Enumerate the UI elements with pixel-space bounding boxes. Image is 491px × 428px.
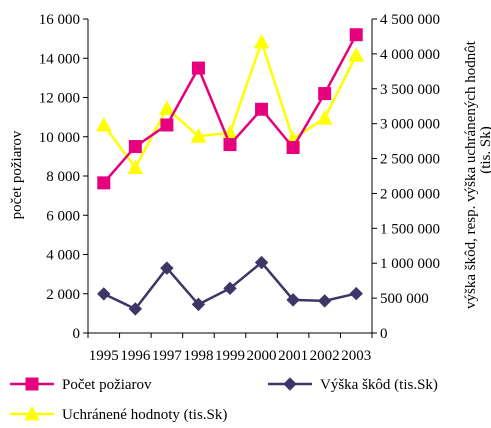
left-tick-label: 4 000 — [46, 248, 80, 264]
data-point — [128, 140, 142, 154]
data-point — [160, 118, 174, 132]
left-tick-label: 2 000 — [46, 287, 80, 303]
left-tick-label: 10 000 — [39, 130, 80, 146]
x-tick-label: 2001 — [278, 348, 308, 364]
right-tick-label: 4 000 000 — [380, 47, 440, 63]
x-axis-ticks: 1995 1996 1997 1998 1999 2000 2001 2002 2003 — [87, 333, 373, 364]
x-tick-label: 1995 — [89, 348, 119, 364]
data-point — [128, 302, 143, 316]
data-point — [159, 100, 175, 115]
legend-label: Výška škôd (tis.Sk) — [320, 377, 438, 393]
left-tick-label: 6 000 — [46, 208, 80, 224]
x-tick-label: 2002 — [310, 348, 340, 364]
data-point — [190, 128, 207, 143]
left-tick-label: 12 000 — [39, 91, 80, 107]
legend-item: Výška škôd (tis.Sk) — [268, 377, 438, 393]
right-tick-label: 1 000 000 — [380, 256, 440, 272]
right-tick-label: 4 500 000 — [380, 12, 440, 28]
right-tick-label: 0 — [380, 326, 388, 342]
legend-marker — [25, 377, 39, 391]
data-point — [97, 287, 111, 301]
data-point — [254, 255, 269, 270]
legend-label: Počet požiarov — [62, 377, 152, 393]
right-tick-label: 500 000 — [380, 291, 429, 307]
left-tick-label: 14 000 — [39, 51, 80, 67]
data-point — [348, 47, 365, 62]
x-tick-label: 1999 — [215, 348, 245, 364]
left-tick-label: 8 000 — [46, 169, 80, 185]
data-point — [318, 87, 332, 101]
right-tick-label: 2 000 000 — [380, 186, 440, 202]
data-point — [255, 102, 269, 116]
data-point — [349, 28, 363, 42]
data-point — [97, 176, 111, 190]
series-diamond — [97, 255, 363, 316]
series-square — [97, 28, 363, 190]
data-point — [286, 141, 300, 155]
left-axis-ticks: 0 2 000 4 000 6 000 8 000 10 000 12 000 14 000 1… — [39, 12, 88, 342]
x-tick-label: 1998 — [183, 348, 213, 364]
right-axis-title: výška škôd, resp. výška uchránených hodn… — [463, 40, 479, 309]
series-line — [102, 34, 358, 184]
right-tick-label: 3 000 000 — [380, 117, 440, 133]
right-tick-label: 3 500 000 — [380, 82, 440, 98]
right-tick-label: 1 500 000 — [380, 221, 440, 237]
data-point — [253, 33, 270, 49]
legend-item: Uchránené hodnoty (tis.Sk) — [10, 405, 227, 423]
series-layer — [95, 28, 365, 316]
legend: Počet požiarov Výška škôd (tis.Sk) Uchráne… — [10, 377, 438, 423]
data-point — [191, 61, 205, 75]
data-point — [160, 261, 174, 275]
legend-marker — [24, 405, 40, 421]
x-tick-label: 2003 — [341, 348, 371, 364]
x-tick-label: 1997 — [152, 348, 183, 364]
right-axis-title-unit: (tis. Sk) — [478, 126, 491, 174]
legend-item: Počet požiarov — [10, 377, 152, 393]
x-tick-label: 2000 — [247, 348, 277, 364]
legend-label: Uchránené hodnoty (tis.Sk) — [62, 407, 227, 423]
left-tick-label: 16 000 — [39, 12, 80, 28]
data-point — [349, 286, 363, 301]
data-point — [95, 117, 112, 132]
right-axis-ticks: 0 500 000 1 000 000 1 500 000 2 000 000 2 500… — [372, 12, 440, 342]
data-point — [127, 159, 144, 175]
x-tick-label: 1996 — [120, 348, 151, 364]
left-axis-title: počet požiarov — [9, 130, 25, 219]
left-tick-label: 0 — [73, 326, 81, 342]
data-point — [286, 293, 300, 307]
series-triangle — [95, 33, 365, 175]
data-point — [317, 294, 332, 308]
data-point — [223, 281, 237, 296]
legend-marker — [283, 377, 297, 391]
right-tick-label: 2 500 000 — [380, 152, 440, 168]
data-point — [191, 297, 206, 312]
data-point — [316, 110, 333, 125]
data-point — [223, 138, 237, 152]
